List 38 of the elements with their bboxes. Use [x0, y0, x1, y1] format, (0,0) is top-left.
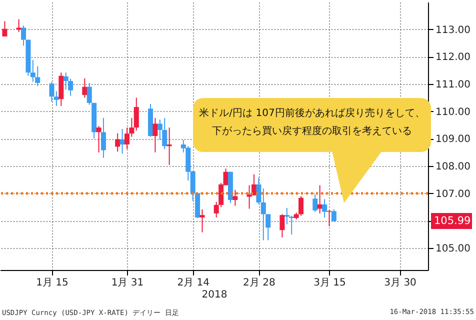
y-tick-label: 108.00: [436, 162, 470, 173]
candlestick: [100, 117, 106, 158]
y-tick-label: 109.00: [436, 134, 470, 146]
candlestick: [326, 210, 332, 227]
candlestick: [54, 90, 59, 106]
candlestick: [312, 194, 318, 213]
y-tick-label: 111.00: [436, 80, 470, 91]
candlestick: [58, 72, 64, 106]
x-axis-title: 2018: [202, 290, 228, 300]
candlestick: [134, 97, 139, 132]
x-tick-label: 1月 15: [36, 278, 68, 288]
y-tick-label: 112.00: [436, 52, 470, 64]
candlestick: [322, 198, 328, 218]
x-tick-label: 3月 30: [384, 278, 416, 288]
candlestick: [16, 18, 22, 33]
candlestick: [96, 125, 102, 153]
candlestick: [200, 208, 205, 233]
y-tick-label: 113.00: [436, 24, 470, 36]
candlestick: [2, 20, 8, 37]
x-tick-label: 3月 15: [314, 278, 346, 288]
annotation: 米ドル/円は 107円前後があれば戻り売りをして、下がったら買い戻す程度の取引を考えている: [198, 106, 426, 139]
y-tick-label: 107.00: [436, 188, 470, 200]
candlestick: [232, 189, 238, 206]
x-tick-label: 2月 14: [177, 278, 210, 288]
text: 105.99: [434, 215, 471, 228]
candlestick: [152, 117, 158, 153]
x-tick-label: 1月 31: [111, 278, 144, 288]
speech-bubble: 米ドル/円は 107円前後があれば戻り売りをして、下がったら買い戻す程度の取引を考えている: [192, 97, 432, 205]
candlestick: [331, 208, 336, 222]
x-tick-label: 2月 28: [243, 278, 276, 288]
candlestick: [256, 177, 262, 205]
candlestick: [166, 127, 172, 166]
candlestick: [115, 132, 120, 152]
candlestick: [280, 214, 285, 238]
candlestick: [49, 81, 54, 102]
y-tick-label: 105.00: [436, 244, 470, 255]
candlestick: [82, 78, 88, 98]
y-tick-label: 110.00: [436, 106, 470, 118]
